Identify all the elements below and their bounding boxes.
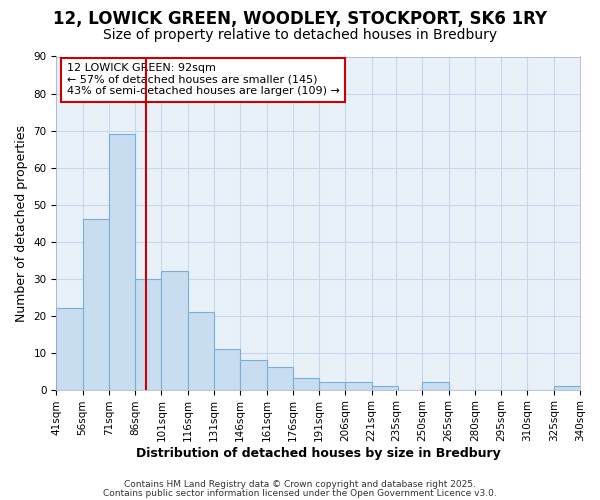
Bar [161,271,188,390]
Text: 12, LOWICK GREEN, WOODLEY, STOCKPORT, SK6 1RY: 12, LOWICK GREEN, WOODLEY, STOCKPORT, SK… [53,10,547,28]
Bar [240,360,266,390]
Bar [266,368,293,390]
X-axis label: Distribution of detached houses by size in Bredbury: Distribution of detached houses by size … [136,447,500,460]
Bar [371,386,398,390]
Bar [56,308,83,390]
Bar [319,382,346,390]
Text: Contains HM Land Registry data © Crown copyright and database right 2025.: Contains HM Land Registry data © Crown c… [124,480,476,489]
Bar [83,220,109,390]
Bar [293,378,319,390]
Y-axis label: Number of detached properties: Number of detached properties [15,124,28,322]
Bar [346,382,371,390]
Bar [554,386,580,390]
Bar [109,134,135,390]
Text: Contains public sector information licensed under the Open Government Licence v3: Contains public sector information licen… [103,488,497,498]
Bar [422,382,449,390]
Bar [135,278,161,390]
Text: Size of property relative to detached houses in Bredbury: Size of property relative to detached ho… [103,28,497,42]
Bar [214,349,240,390]
Bar [188,312,214,390]
Text: 12 LOWICK GREEN: 92sqm
← 57% of detached houses are smaller (145)
43% of semi-de: 12 LOWICK GREEN: 92sqm ← 57% of detached… [67,63,340,96]
